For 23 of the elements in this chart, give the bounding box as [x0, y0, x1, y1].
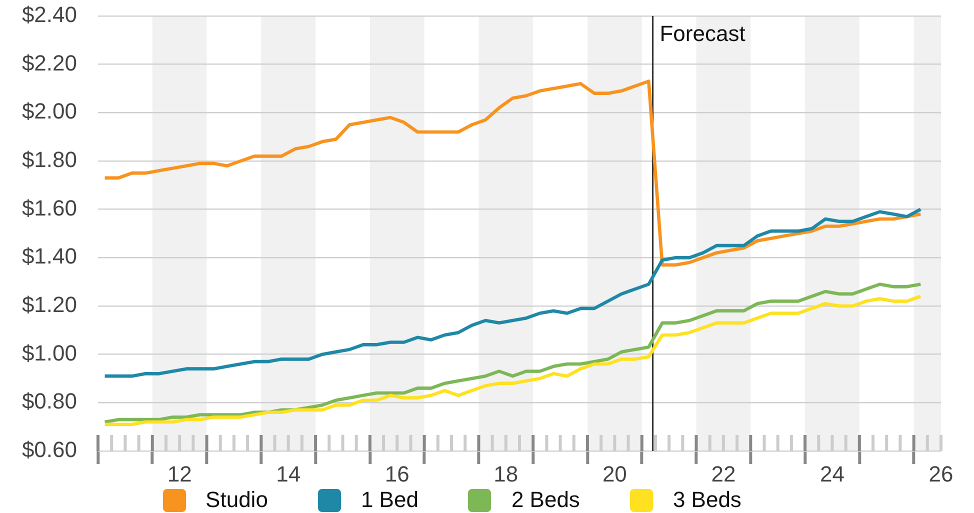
y-tick-label: $1.00 — [22, 340, 77, 366]
ref-line-label: Forecast — [660, 21, 746, 46]
legend-label: 2 Beds — [511, 487, 580, 513]
y-tick-label: $2.00 — [22, 98, 77, 124]
x-tick-label: 14 — [276, 461, 301, 486]
legend-label: 3 Beds — [672, 487, 742, 513]
legend-label: 1 Bed — [360, 487, 418, 513]
x-tick-label: 20 — [602, 461, 627, 486]
x-tick-label: 26 — [928, 461, 954, 486]
y-tick-label: $1.60 — [22, 195, 77, 220]
x-tick-label: 18 — [494, 461, 518, 486]
y-tick-label: $0.80 — [22, 388, 77, 414]
x-tick-label: 24 — [820, 461, 844, 486]
y-tick-label: $1.40 — [22, 244, 77, 269]
y-tick-label: $2.40 — [22, 2, 77, 28]
y-tick-label: $2.20 — [22, 50, 77, 76]
x-tick-label: 22 — [711, 461, 736, 486]
x-tick-label: 12 — [167, 461, 192, 486]
y-tick-label: $1.20 — [22, 292, 77, 318]
legend-label: Studio — [206, 487, 268, 513]
y-tick-label: $1.80 — [22, 147, 77, 172]
y-tick-label: $0.60 — [22, 437, 77, 462]
x-tick-label: 16 — [384, 461, 410, 486]
